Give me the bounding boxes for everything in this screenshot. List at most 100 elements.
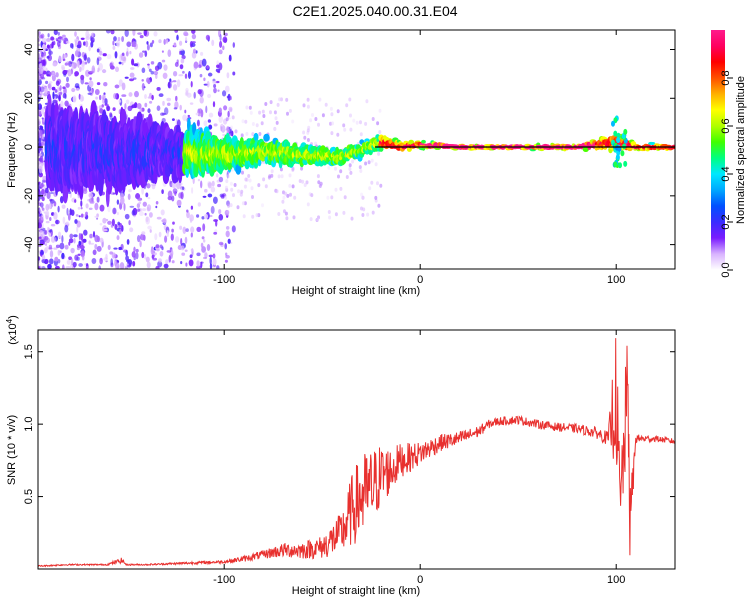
snr-y-tick-label: 1.0 <box>23 417 35 432</box>
spectrogram-cell <box>349 170 353 175</box>
spectrogram-cell <box>61 235 64 243</box>
spectrogram-cell <box>45 210 50 216</box>
spectrogram-cell <box>44 243 48 246</box>
spectrogram-cell <box>180 58 185 64</box>
spectrogram-cell <box>208 112 214 118</box>
spectrogram-cell <box>132 30 136 36</box>
spectrogram-cell <box>288 183 292 188</box>
spectrogram-cell <box>182 226 187 235</box>
spectrogram-cell <box>227 110 230 118</box>
spectrogram-x-label: Height of straight line (km) <box>292 285 420 297</box>
spectrogram-cell <box>374 162 378 167</box>
spectrogram-cell <box>49 216 52 222</box>
spectrogram-cell <box>288 173 292 178</box>
spectrogram-cell <box>218 49 223 55</box>
spectrogram-cell <box>153 31 158 37</box>
spectrogram-cell <box>129 227 134 233</box>
spectrogram-cell <box>52 72 55 77</box>
spectrogram-cell <box>96 82 101 86</box>
spectrogram-cell <box>142 50 146 53</box>
spectrogram-cell <box>179 50 182 55</box>
spectrogram-cell <box>102 217 107 224</box>
spectrogram-cell <box>142 201 147 207</box>
spectrogram-cell <box>163 64 168 71</box>
spectrogram-cell <box>141 67 146 74</box>
spectrogram-cell <box>201 216 205 220</box>
spectrogram-cell <box>84 82 89 85</box>
spectrogram-cell <box>121 94 127 97</box>
spectrogram-cell <box>138 52 144 58</box>
spectrogram-cell <box>38 250 41 253</box>
spectrogram-cell <box>269 100 273 105</box>
spectrogram-cell <box>216 265 220 269</box>
spectrogram-cell <box>236 205 240 210</box>
spectrogram-cell <box>275 120 279 125</box>
spectrogram-cell <box>210 205 215 214</box>
spectrogram-cell <box>157 260 163 268</box>
spectrogram-cell <box>74 39 78 48</box>
spectrogram-cell <box>151 94 154 101</box>
spectrogram-cell <box>173 187 176 196</box>
spectrogram-cell <box>284 211 288 216</box>
spectrogram-cell <box>48 81 53 84</box>
spectrogram-cell <box>51 41 54 49</box>
spectrogram-cell <box>149 42 153 48</box>
spectrogram-cell <box>212 196 218 204</box>
spectrogram-cell <box>135 248 139 253</box>
spectrogram-cell <box>118 61 122 65</box>
spectrogram-cell <box>47 263 52 269</box>
spectrogram-cell <box>38 37 41 42</box>
spectrogram-cell <box>63 54 67 59</box>
spectrogram-cell <box>105 30 111 34</box>
spectrogram-cell <box>200 51 204 56</box>
spectrogram-cell <box>291 184 295 189</box>
spectrogram-cell <box>77 206 81 210</box>
spectrogram-cell <box>242 214 246 219</box>
spectrogram-cell <box>211 180 215 187</box>
spectrogram-cell <box>99 108 104 114</box>
spectrogram-cell <box>186 92 192 98</box>
spectrogram-cell <box>173 107 178 110</box>
spectrogram-cell <box>330 195 334 200</box>
spectrogram-cell <box>75 88 80 91</box>
spectrogram-cell <box>264 184 268 189</box>
spectrogram-cell <box>170 233 174 241</box>
spectrogram-cell <box>184 73 188 79</box>
spectrogram-cell <box>72 261 77 268</box>
spectrogram-cell <box>207 193 213 198</box>
spectrogram-cell <box>334 212 338 217</box>
spectrogram-cell <box>137 32 142 35</box>
spectrogram-cell <box>118 79 123 87</box>
spectrogram-cell <box>64 224 69 233</box>
spectrogram-cell <box>110 30 115 35</box>
spectrogram-cell <box>221 90 227 97</box>
spectrogram-cell <box>124 103 127 111</box>
spectrogram-cell <box>146 204 152 212</box>
spectrogram-cell <box>42 210 47 213</box>
spectrogram-cell <box>39 202 44 208</box>
spectrogram-cell <box>203 120 208 127</box>
spectrogram-cell <box>160 209 165 216</box>
spectrogram-marks <box>38 30 675 269</box>
spectrogram-cell <box>244 177 248 182</box>
spectrogram-cell <box>209 263 213 269</box>
spectrogram-cell <box>87 92 93 95</box>
spectrogram-cell <box>59 242 65 250</box>
spectrogram-cell <box>84 263 87 266</box>
spectrogram-cell <box>176 199 182 207</box>
spectrogram-cell <box>117 36 121 42</box>
spectrogram-cell <box>191 51 197 59</box>
spectrogram-cell <box>219 34 222 41</box>
spectrogram-cell <box>185 228 189 233</box>
spectrogram-cell <box>144 102 148 108</box>
spectrogram-x-tick-label: -100 <box>213 274 235 286</box>
spectrogram-cell <box>378 130 382 134</box>
spectrogram-cell <box>111 218 115 227</box>
spectrogram-cell <box>121 82 126 91</box>
spectrogram-cell <box>368 186 372 191</box>
spectrogram-cell <box>282 195 286 200</box>
spectrogram-cell <box>125 255 129 261</box>
spectrogram-cell <box>180 191 184 200</box>
spectrogram-cell <box>149 100 153 104</box>
spectrogram-cell <box>96 245 102 252</box>
